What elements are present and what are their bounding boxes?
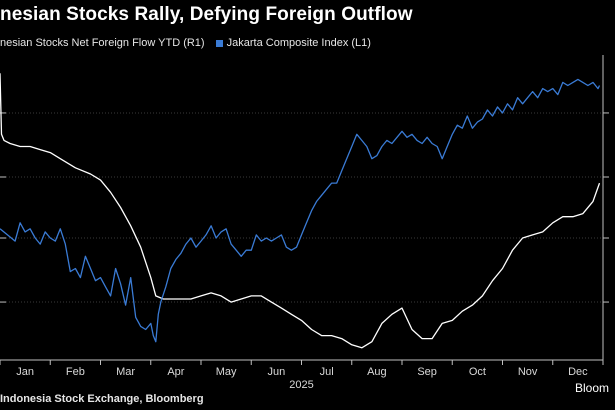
x-tick-label-jun: Jun — [268, 366, 286, 378]
legend-swatch-jakarta-composite — [215, 39, 223, 47]
legend-item-net-foreign-flow: nesian Stocks Net Foreign Flow YTD (R1) — [0, 37, 205, 49]
right-axis-ticks — [603, 112, 609, 303]
chart-legend: nesian Stocks Net Foreign Flow YTD (R1) … — [0, 37, 379, 49]
x-tick-label-jul: Jul — [320, 366, 334, 378]
x-tick-label-mar: Mar — [116, 366, 135, 378]
source-note: Indonesia Stock Exchange, Bloomberg — [0, 393, 204, 405]
bloomberg-logo: Bloom — [575, 381, 610, 395]
x-tick-label-nov: Nov — [518, 366, 538, 378]
x-tick-label-may: May — [216, 366, 237, 378]
x-tick-label-aug: Aug — [367, 366, 387, 378]
series-line-net-foreign-flow — [0, 73, 601, 349]
x-tick-label-feb: Feb — [66, 366, 85, 378]
x-axis-ticks — [0, 360, 604, 365]
x-axis-labels: Jan Feb Mar Apr May Jun Jul Aug Sep Oct Nov Dec — [16, 366, 588, 378]
series-line-jakarta-composite — [0, 78, 601, 343]
chart-title: nesian Stocks Rally, Defying Foreign Out… — [0, 4, 413, 25]
x-tick-label-apr: Apr — [167, 366, 184, 378]
legend-label-jakarta-composite: Jakarta Composite Index (L1) — [226, 37, 371, 50]
grid-lines — [0, 112, 603, 303]
legend-item-jakarta-composite: Jakarta Composite Index (L1) — [215, 37, 371, 50]
series-layer — [0, 73, 601, 349]
x-tick-label-oct: Oct — [469, 366, 486, 378]
x-tick-label-sep: Sep — [417, 366, 437, 378]
x-axis-year-label: 2025 — [289, 379, 313, 391]
x-tick-label-jan: Jan — [16, 366, 34, 378]
x-tick-label-dec: Dec — [568, 366, 588, 378]
legend-label-net-foreign-flow: nesian Stocks Net Foreign Flow YTD (R1) — [0, 37, 205, 50]
